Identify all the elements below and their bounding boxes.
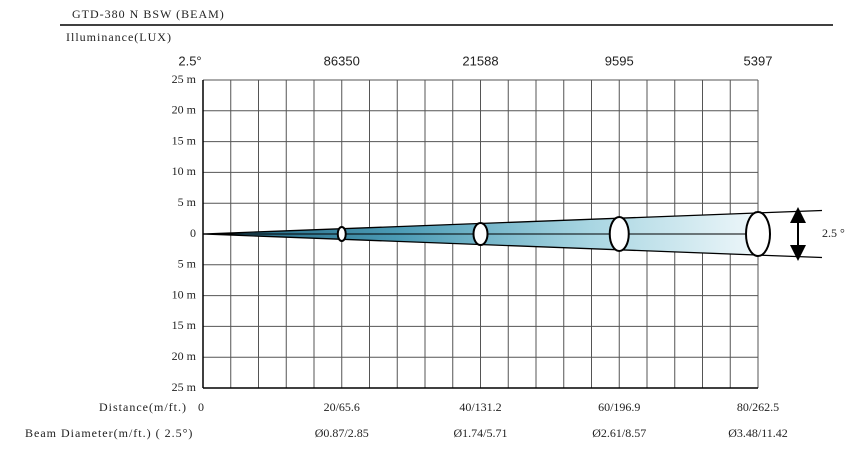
- y-label: 10 m: [172, 287, 197, 301]
- distance-value: 80/262.5: [737, 400, 779, 414]
- beam-edge: [202, 233, 823, 259]
- beam-angle: 2.5°: [178, 53, 201, 68]
- y-label: 5 m: [178, 257, 197, 271]
- beam-spot: [745, 211, 771, 257]
- illuminance-value: 5397: [744, 53, 773, 68]
- distance-value: 40/131.2: [459, 400, 501, 414]
- y-label: 25 m: [172, 380, 197, 394]
- diameter-value: Ø1.74/5.71: [454, 426, 508, 440]
- y-label: 20 m: [172, 349, 197, 363]
- y-label: 10 m: [172, 164, 197, 178]
- distance-value: 60/196.9: [598, 400, 640, 414]
- title: GTD-380 N BSW (BEAM): [72, 7, 225, 21]
- distance-value: 20/65.6: [324, 400, 360, 414]
- y-label: 5 m: [178, 195, 197, 209]
- illuminance-value: 9595: [605, 53, 634, 68]
- subtitle: Illuminance(LUX): [66, 30, 172, 44]
- diameter-value: Ø0.87/2.85: [315, 426, 369, 440]
- diameter-value: Ø2.61/8.57: [592, 426, 646, 440]
- y-label: 20 m: [172, 103, 197, 117]
- distance-label: Distance(m/ft.): [99, 400, 187, 414]
- illuminance-value: 21588: [462, 53, 498, 68]
- y-label: 15 m: [172, 318, 197, 332]
- y-label: 25 m: [172, 72, 197, 86]
- illuminance-value: 86350: [324, 53, 360, 68]
- diameter-value: Ø3.48/11.42: [728, 426, 788, 440]
- diameter-label: Beam Diameter(m/ft.) ( 2.5°): [25, 426, 193, 440]
- y-label: 0: [190, 226, 196, 240]
- beam-spot: [608, 216, 630, 252]
- beam-edge: [202, 209, 823, 235]
- y-label: 15 m: [172, 133, 197, 147]
- side-angle: 2.5 °: [822, 226, 845, 240]
- distance-start: 0: [198, 400, 204, 414]
- beam-spot: [336, 226, 347, 242]
- beam-spot: [472, 222, 489, 246]
